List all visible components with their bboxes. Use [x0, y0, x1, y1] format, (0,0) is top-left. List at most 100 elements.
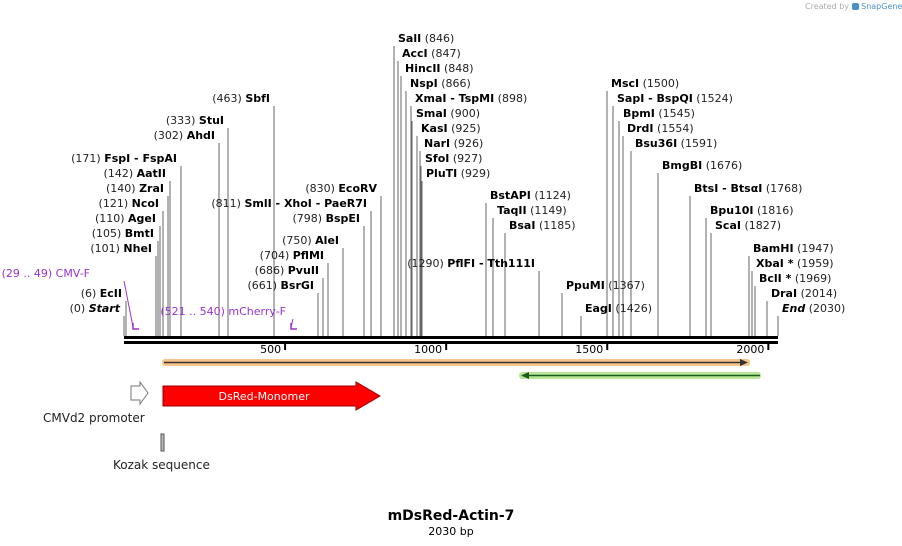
site-position: (101) — [90, 242, 123, 255]
site-position: (848) — [441, 62, 474, 75]
site-name: XmaI - TspMI — [415, 92, 494, 105]
snapgene-logo-icon — [851, 3, 859, 10]
site-name: PflMI — [293, 249, 324, 262]
site-position: (1500) — [639, 77, 679, 90]
site-label-agei[interactable]: (110) AgeI — [95, 212, 156, 225]
site-position: (1947) — [794, 242, 834, 255]
primer-mcherry-f[interactable]: (521 .. 540) mCherry-F — [160, 305, 297, 330]
site-position: (333) — [166, 114, 199, 127]
site-position: (121) — [99, 197, 132, 210]
site-label-smai[interactable]: SmaI (900) — [416, 107, 480, 120]
site-label-nari[interactable]: NarI (926) — [424, 137, 483, 150]
site-position: (1768) — [762, 182, 802, 195]
site-label-sbfi[interactable]: (463) SbfI — [212, 92, 270, 105]
site-label-sali[interactable]: SalI (846) — [398, 32, 454, 45]
primer-marker — [132, 323, 139, 330]
site-position: (0) — [70, 302, 89, 315]
site-position: (6) — [81, 287, 100, 300]
site-name: DrdI — [627, 122, 654, 135]
site-label-nspi[interactable]: NspI (866) — [410, 77, 471, 90]
site-label-pflfi-tth111i[interactable]: (1290) PflFI - Tth111I — [407, 257, 535, 270]
site-label-stui[interactable]: (333) StuI — [166, 114, 224, 127]
site-position: (1367) — [605, 279, 645, 292]
site-text-pflfi-tth111i: (1290) PflFI - Tth111I — [407, 257, 535, 270]
site-label-pvuii[interactable]: (686) PvuII — [255, 264, 319, 277]
site-position: (704) — [260, 249, 293, 262]
green-range-arrowhead — [521, 372, 529, 379]
site-label-alei[interactable]: (750) AleI — [282, 234, 339, 247]
site-label-bcli[interactable]: BclI * (1969) — [759, 272, 831, 285]
site-label-ecii[interactable]: (6) EcII — [81, 287, 122, 300]
site-label-bstapi[interactable]: BstAPI (1124) — [490, 189, 571, 202]
site-text-sali: SalI (846) — [398, 32, 454, 45]
cmvd2-promoter-arrow[interactable] — [130, 380, 149, 406]
site-label-bsu36i[interactable]: Bsu36I (1591) — [635, 137, 717, 150]
site-name: KasI — [421, 122, 448, 135]
site-label-sapi-bspqi[interactable]: SapI - BspQI (1524) — [617, 92, 733, 105]
site-label-ncoi[interactable]: (121) NcoI — [99, 197, 159, 210]
site-label-eagi[interactable]: EagI (1426) — [585, 302, 652, 315]
site-name: BamHI — [753, 242, 794, 255]
site-label-taqii[interactable]: TaqII (1149) — [497, 204, 567, 217]
site-label-acci[interactable]: AccI (847) — [402, 47, 461, 60]
site-position: (798) — [293, 212, 326, 225]
site-label-pluti[interactable]: PluTI (929) — [426, 167, 490, 180]
credit-brand: SnapGene — [861, 2, 902, 11]
site-label-kasi[interactable]: KasI (925) — [421, 122, 481, 135]
site-label-end[interactable]: End (2030) — [782, 302, 845, 315]
site-position: (2014) — [797, 287, 837, 300]
site-text-bpu10i: Bpu10I (1816) — [710, 204, 794, 217]
site-label-bsrgi[interactable]: (661) BsrGI — [247, 279, 314, 292]
site-label-scai[interactable]: ScaI (1827) — [715, 219, 781, 232]
site-label-bpmi[interactable]: BpmI (1545) — [623, 107, 695, 120]
site-label-fspi-fspai[interactable]: (171) FspI - FspAI — [71, 152, 177, 165]
site-label-pflmi[interactable]: (704) PflMI — [260, 249, 324, 262]
site-label-bamhi[interactable]: BamHI (1947) — [753, 242, 834, 255]
backbone-top-strand — [124, 336, 778, 339]
site-text-pflmi: (704) PflMI — [260, 249, 324, 262]
site-position: (463) — [212, 92, 245, 105]
site-text-ahdi: (302) AhdI — [154, 129, 215, 142]
site-name: Bpu10I — [710, 204, 754, 217]
site-leader-lines — [123, 46, 779, 336]
site-text-nhei: (101) NheI — [90, 242, 152, 255]
primer-leader — [123, 280, 134, 328]
site-name: BspEI — [326, 212, 360, 225]
site-label-bmti[interactable]: (105) BmtI — [92, 227, 154, 240]
site-label-drai[interactable]: DraI (2014) — [771, 287, 837, 300]
site-label-bspei[interactable]: (798) BspEI — [293, 212, 361, 225]
site-text-start: (0) Start — [70, 302, 121, 315]
site-label-xmai-tspmi[interactable]: XmaI - TspMI (898) — [415, 92, 527, 105]
site-label-bmgbi[interactable]: BmgBI (1676) — [662, 159, 742, 172]
kozak-sequence-marker[interactable] — [160, 433, 165, 452]
site-text-ecorv: (830) EcoRV — [305, 182, 377, 195]
site-text-bspei: (798) BspEI — [293, 212, 361, 225]
site-label-btsi-bts-i[interactable]: BtsI - BtsαI (1768) — [694, 182, 802, 195]
dsred-monomer-arrow[interactable] — [162, 381, 381, 411]
site-label-bpu10i[interactable]: Bpu10I (1816) — [710, 204, 794, 217]
site-label-smli-xhoi-paer7i[interactable]: (811) SmlI - XhoI - PaeR7I — [211, 197, 367, 210]
site-label-aatii[interactable]: (142) AatII — [104, 167, 166, 180]
site-text-bstapi: BstAPI (1124) — [490, 189, 571, 202]
site-label-ppumi[interactable]: PpuMI (1367) — [566, 279, 645, 292]
site-name: EagI — [585, 302, 612, 315]
site-label-start[interactable]: (0) Start — [70, 302, 121, 315]
site-label-ahdi[interactable]: (302) AhdI — [154, 129, 215, 142]
site-label-xbai[interactable]: XbaI * (1959) — [756, 257, 834, 270]
site-label-ecorv[interactable]: (830) EcoRV — [305, 182, 377, 195]
site-label-zrai[interactable]: (140) ZraI — [106, 182, 164, 195]
site-label-nhei[interactable]: (101) NheI — [90, 242, 152, 255]
site-label-drdi[interactable]: DrdI (1554) — [627, 122, 694, 135]
site-name: EcoRV — [338, 182, 377, 195]
site-name: ZraI — [139, 182, 164, 195]
site-label-msci[interactable]: MscI (1500) — [611, 77, 679, 90]
site-position: (1827) — [741, 219, 781, 232]
primer-cmv-f[interactable]: (29 .. 49) CMV-F — [2, 267, 139, 330]
site-name: XbaI * — [756, 257, 794, 270]
primer-label: (521 .. 540) mCherry-F — [160, 305, 286, 318]
site-text-acci: AccI (847) — [402, 47, 461, 60]
site-label-bsai[interactable]: BsaI (1185) — [509, 219, 576, 232]
site-text-sapi-bspqi: SapI - BspQI (1524) — [617, 92, 733, 105]
site-label-hincii[interactable]: HincII (848) — [405, 62, 474, 75]
site-label-sfoi[interactable]: SfoI (927) — [425, 152, 482, 165]
